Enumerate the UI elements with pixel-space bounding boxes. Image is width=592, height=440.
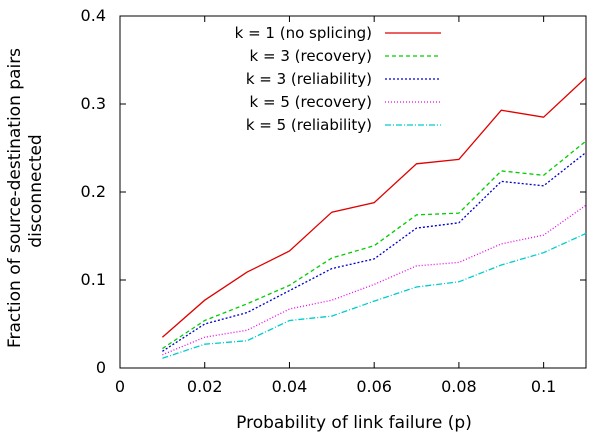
legend-label-5: k = 5 (reliability) bbox=[246, 116, 372, 134]
y-tick-label: 0.3 bbox=[81, 94, 106, 113]
x-tick-label: 0.06 bbox=[356, 377, 392, 396]
x-tick-label: 0.08 bbox=[441, 377, 477, 396]
legend-label-1: k = 1 (no splicing) bbox=[235, 24, 372, 42]
y-axis-label-line-1: Fraction of source-destination pairs bbox=[5, 48, 25, 348]
legend-label-3: k = 3 (reliability) bbox=[246, 70, 372, 88]
plot-area-border bbox=[119, 15, 587, 369]
series-line-5 bbox=[162, 232, 587, 359]
series-line-2 bbox=[162, 140, 587, 350]
y-tick-label: 0.4 bbox=[81, 6, 106, 25]
legend-label-2: k = 3 (recovery) bbox=[250, 47, 372, 65]
y-tick-label: 0 bbox=[96, 358, 106, 377]
x-axis-label: Probability of link failure (p) bbox=[236, 413, 472, 433]
series-lines bbox=[161, 77, 587, 359]
y-tick-label: 0.1 bbox=[81, 270, 106, 289]
series-line-1 bbox=[161, 77, 587, 338]
series-line-3 bbox=[162, 151, 587, 352]
x-tick-label: 0.02 bbox=[187, 377, 223, 396]
x-tick-label: 0 bbox=[115, 377, 125, 396]
series-line-4 bbox=[162, 204, 587, 356]
plot-frame bbox=[119, 15, 587, 369]
x-tick-label: 0.1 bbox=[531, 377, 556, 396]
x-tick-label: 0.04 bbox=[272, 377, 308, 396]
y-tick-label: 0.2 bbox=[81, 182, 106, 201]
y-axis-label-line-2: disconnected bbox=[26, 134, 46, 247]
legend: k = 1 (no splicing) k = 3 (recovery) k = 3… bbox=[235, 24, 441, 134]
legend-label-4: k = 5 (recovery) bbox=[250, 93, 372, 111]
axis-ticks: 0 0.1 0.2 0.3 0.4 0 0.02 0.04 0.06 0.08 0.1 bbox=[81, 6, 586, 396]
